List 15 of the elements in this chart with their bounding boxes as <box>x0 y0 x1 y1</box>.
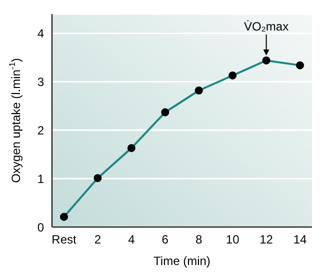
x-tick-label: 10 <box>226 232 240 247</box>
x-axis-title: Time (min) <box>154 254 210 268</box>
x-tick-label: 14 <box>293 232 307 247</box>
y-tick-label: 4 <box>37 26 44 41</box>
x-tick-label: Rest <box>52 232 77 247</box>
x-tick-label: 12 <box>260 232 274 247</box>
y-tick-label: 1 <box>37 172 44 186</box>
y-tick-label: 2 <box>37 123 44 138</box>
y-tick-label: 3 <box>37 75 44 90</box>
x-tick-label: 8 <box>196 232 203 247</box>
x-tick-label: 4 <box>128 232 136 247</box>
annotation: V̇O₂max <box>244 19 289 34</box>
x-tick-label: 2 <box>94 232 102 247</box>
x-tick-label: 6 <box>162 232 169 247</box>
y-tick-label: 0 <box>37 220 44 234</box>
